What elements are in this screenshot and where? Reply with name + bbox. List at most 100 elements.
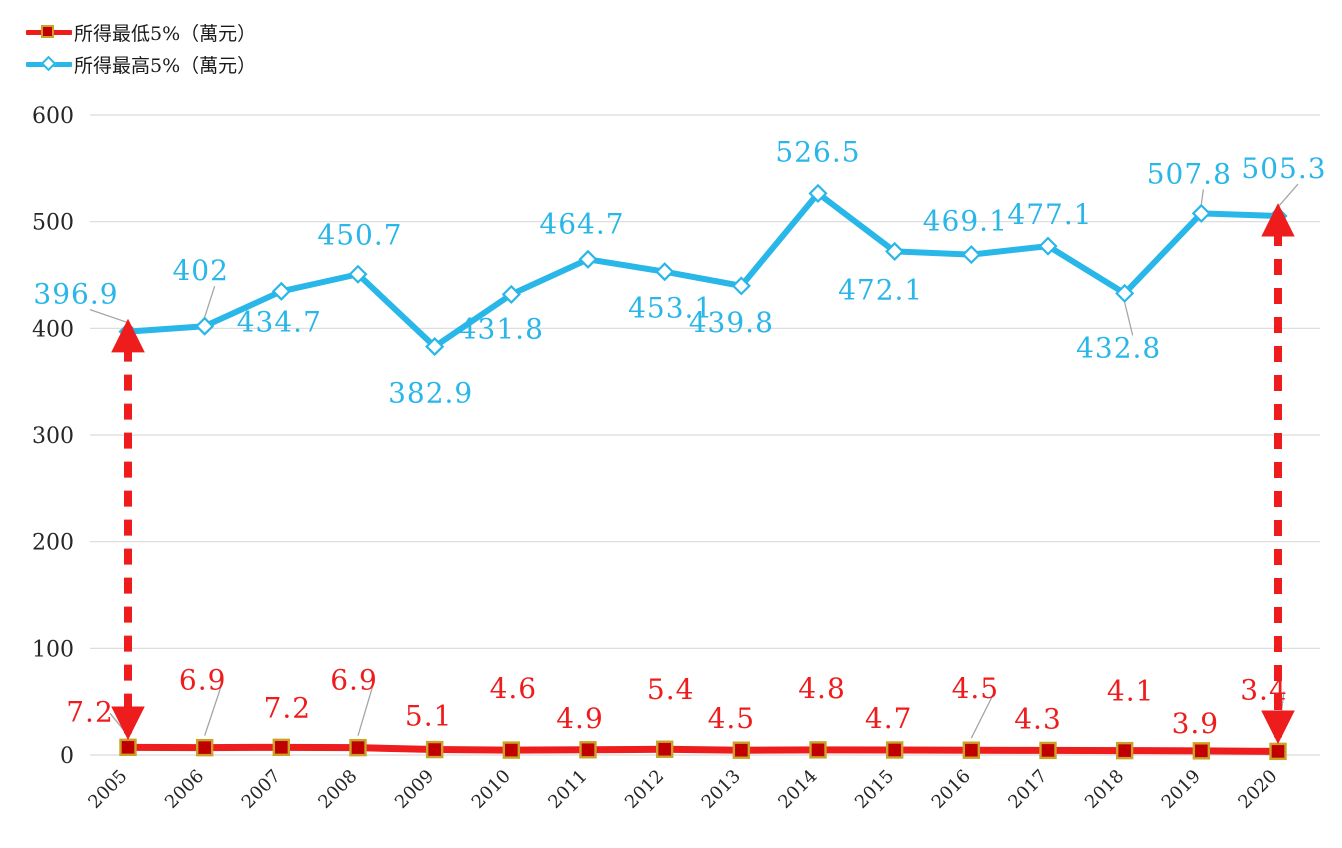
data-label-lowest-2006: 6.9 [179,664,227,697]
data-point-highest-2014 [808,183,828,203]
data-labels-highest: 396.9402434.7450.7382.9431.8464.7453.143… [33,135,1326,410]
data-label-highest-2016: 469.1 [923,205,1008,238]
data-label-lowest-2019: 3.9 [1172,707,1220,740]
data-point-lowest-2010 [502,741,521,759]
data-point-highest-2016 [961,245,981,265]
y-tick-100: 100 [32,637,74,662]
y-tick-0: 0 [60,744,74,769]
y-tick-300: 300 [32,424,74,449]
data-label-highest-2007: 434.7 [237,305,322,338]
data-label-highest-2017: 477.1 [1007,198,1092,231]
data-label-highest-2012: 453.1 [628,292,713,325]
data-point-lowest-2014 [809,741,827,759]
x-tick-2012: 2012 [621,766,668,813]
x-tick-2017: 2017 [1004,766,1051,813]
data-label-highest-2011: 464.7 [539,207,624,240]
data-label-highest-2005: 396.9 [33,278,118,311]
x-tick-2016: 2016 [928,766,975,813]
data-point-lowest-2008 [349,738,367,757]
data-label-lowest-2012: 5.4 [647,673,695,706]
data-point-highest-2005 [118,322,138,342]
data-point-lowest-2015 [885,741,904,759]
x-tick-2009: 2009 [391,766,438,813]
data-point-highest-2012 [655,262,675,282]
data-point-highest-2017 [1038,236,1058,256]
data-label-lowest-2015: 4.7 [865,702,913,735]
legend-label-lowest: 所得最低5%（萬元） [74,22,257,45]
data-label-highest-2010: 431.8 [459,312,544,345]
y-axis-tick-labels: 0 100 200 300 400 500 600 [32,104,74,769]
x-tick-2008: 2008 [314,766,361,813]
data-label-highest-2009: 382.9 [388,377,473,410]
y-tick-500: 500 [32,211,74,236]
data-point-lowest-2011 [579,741,597,759]
legend-item-highest-5pct[interactable]: 所得最高5%（萬元） [26,48,256,80]
y-tick-400: 400 [32,317,74,342]
data-label-highest-2018: 432.8 [1076,331,1161,364]
data-label-highest-2015: 472.1 [838,273,923,306]
y-tick-600: 600 [32,104,74,129]
data-point-lowest-2018 [1115,741,1134,760]
data-label-lowest-2018: 4.1 [1107,675,1155,708]
gridlines [90,114,1320,756]
x-axis-tick-labels: 2005 2006 2007 2008 2009 2010 2011 2012 2013 2014… [84,766,1281,813]
x-tick-2015: 2015 [851,766,898,813]
data-label-lowest-2014: 4.8 [798,672,846,705]
x-tick-2014: 2014 [774,766,821,813]
x-tick-2018: 2018 [1081,766,1128,813]
legend-item-lowest-5pct[interactable]: 所得最低5%（萬元） [26,16,256,48]
x-tick-2013: 2013 [698,766,745,813]
data-point-lowest-2020 [1269,742,1287,761]
data-label-highest-2019: 507.8 [1147,157,1232,190]
data-label-lowest-2013: 4.5 [708,702,756,735]
gap-annotations [111,203,1295,745]
data-label-lowest-2016: 4.5 [952,672,1000,705]
y-tick-200: 200 [32,531,74,556]
chart-legend: 所得最低5%（萬元） 所得最高5%（萬元） [26,16,256,80]
data-label-highest-2006: 402 [172,254,228,287]
data-point-highest-2015 [885,241,905,261]
series-line-lowest [124,743,1282,755]
data-point-highest-2008 [348,264,368,284]
data-point-highest-2010 [501,284,521,304]
data-point-lowest-2009 [425,740,444,759]
x-tick-2006: 2006 [161,766,208,813]
data-point-lowest-2019 [1192,742,1211,760]
data-point-lowest-2006 [195,738,214,757]
data-label-highest-2014: 526.5 [775,135,860,168]
data-label-lowest-2010: 4.6 [490,672,538,705]
data-label-lowest-2008: 6.9 [330,664,378,697]
x-tick-2019: 2019 [1158,766,1205,813]
data-point-lowest-2016 [962,741,981,759]
x-tick-2005: 2005 [84,766,131,813]
data-label-highest-2013: 439.8 [689,306,774,339]
series-markers-lowest [119,738,1287,761]
series-line-highest [125,190,1281,350]
data-point-highest-2009 [425,337,445,357]
data-label-lowest-2007: 7.2 [264,691,312,724]
x-tick-2010: 2010 [468,766,515,813]
data-label-lowest-2020: 3.4 [1240,673,1288,706]
data-point-lowest-2017 [1039,741,1057,760]
data-point-highest-2006 [195,316,215,336]
data-point-lowest-2013 [732,741,751,759]
data-label-lowest-2011: 4.9 [556,702,604,735]
data-label-lowest-2017: 4.3 [1014,702,1062,735]
data-label-lowest-2009: 5.1 [405,700,453,733]
legend-key-highest [26,55,72,73]
square-marker-icon [41,25,54,38]
data-point-highest-2018 [1115,283,1135,303]
data-label-highest-2008: 450.7 [317,218,402,251]
legend-key-lowest [26,23,72,41]
data-point-highest-2007 [271,281,291,301]
data-labels-lowest: 7.2 6.9 7.2 6.9 5.1 4.6 4.9 5.4 4.5 4.8 4.7 4.5 4.3 4… [66,664,1288,740]
data-point-lowest-2012 [655,740,674,758]
data-point-lowest-2005 [119,738,137,757]
legend-label-highest: 所得最高5%（萬元） [74,54,257,77]
data-label-highest-2020: 505.3 [1241,152,1326,185]
data-point-highest-2019 [1191,203,1211,223]
label-leader-lines [89,183,1299,740]
data-point-lowest-2007 [272,738,291,757]
